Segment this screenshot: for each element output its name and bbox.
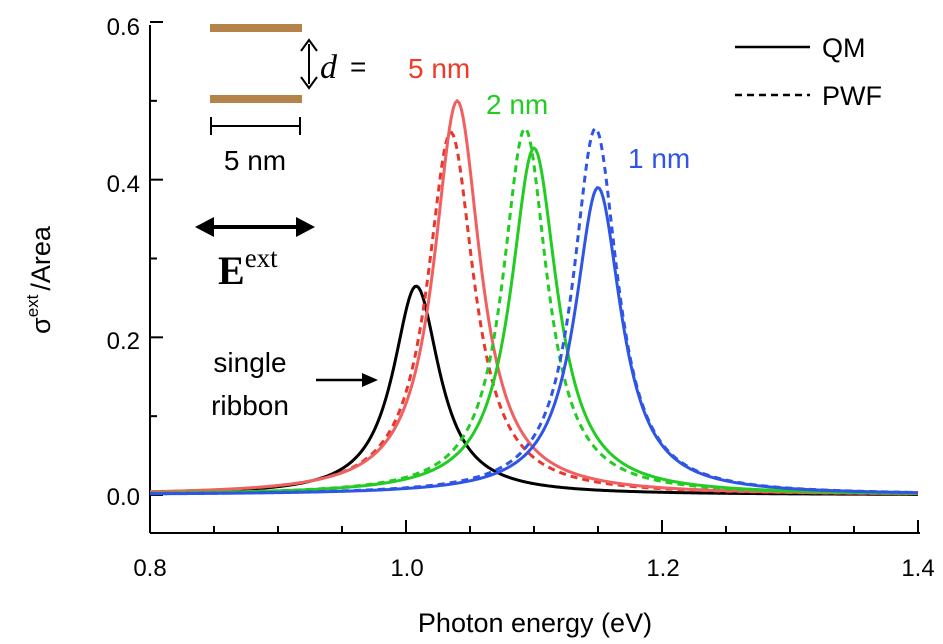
label-5nm: 5 nm xyxy=(408,53,470,84)
legend: QM PWF xyxy=(735,33,882,111)
series-line-1 xyxy=(149,130,919,496)
series-curves xyxy=(149,98,919,496)
legend-label-qm: QM xyxy=(822,33,866,63)
label-ribbon: ribbon xyxy=(211,390,289,421)
series-line-3 xyxy=(149,146,919,495)
axis-ticks xyxy=(149,21,919,533)
y-axis-label-symbol: σ xyxy=(26,317,56,334)
field-label: Eext xyxy=(218,243,278,293)
y-tick-label-3: 0.6 xyxy=(107,14,140,41)
y-axis-label-rest: /Area xyxy=(26,225,56,291)
label-2nm: 2 nm xyxy=(486,89,548,120)
scale-bar xyxy=(210,117,301,135)
gap-arrow xyxy=(300,38,318,90)
field-label-E: E xyxy=(218,248,245,293)
gap-symbol: d xyxy=(320,49,338,86)
ribbon-bottom xyxy=(210,95,302,103)
series-line-4 xyxy=(149,126,919,495)
gap-equals: = xyxy=(350,51,366,82)
y-axis-label: σext/Area xyxy=(23,225,56,334)
x-axis-label: Photon energy (eV) xyxy=(418,608,652,638)
x-tick-label-3: 1.4 xyxy=(901,555,934,582)
x-tick-label-0: 0.8 xyxy=(133,555,166,582)
x-tick-label-1: 1.0 xyxy=(390,555,423,582)
scale-bar-label: 5 nm xyxy=(224,145,286,176)
field-label-sup: ext xyxy=(245,243,278,273)
label-single: single xyxy=(213,347,286,378)
field-arrow xyxy=(195,217,315,237)
legend-label-pwf: PWF xyxy=(822,81,882,111)
x-tick-label-2: 1.2 xyxy=(646,555,679,582)
series-line-6 xyxy=(149,126,919,496)
single-ribbon-arrow xyxy=(316,373,378,387)
ribbon-inset: d = 5 nm Eext xyxy=(195,24,366,293)
y-tick-label-2: 0.4 xyxy=(107,171,140,198)
ribbon-top xyxy=(210,24,302,32)
y-tick-label-0: 0.0 xyxy=(107,484,140,511)
label-1nm: 1 nm xyxy=(628,143,690,174)
y-tick-label-1: 0.2 xyxy=(107,328,140,355)
y-axis-label-sup: ext xyxy=(23,294,42,317)
